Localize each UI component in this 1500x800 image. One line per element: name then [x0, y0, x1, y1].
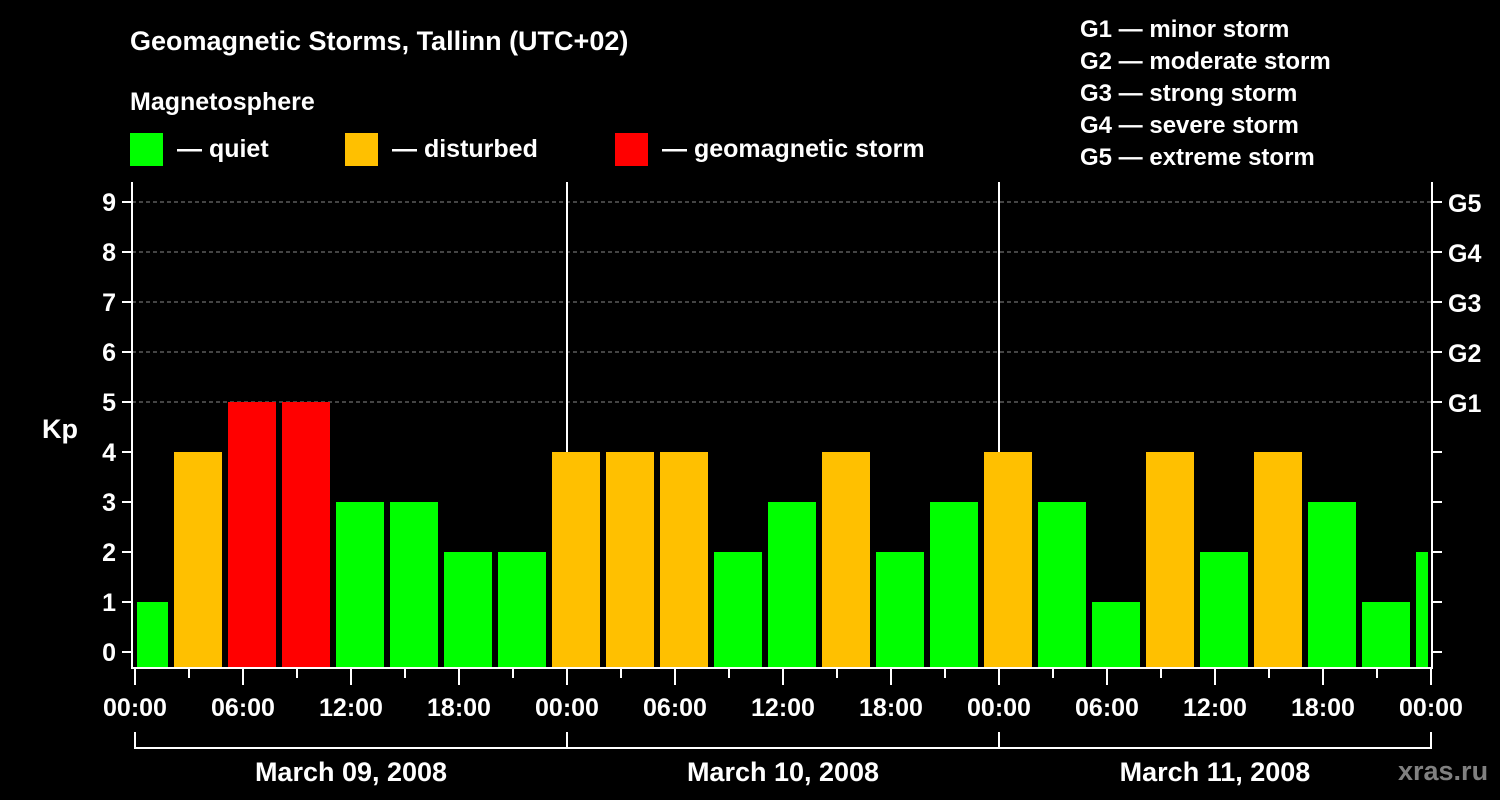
y-tick-label: 5 [102, 389, 116, 417]
x-tick-label: 18:00 [427, 694, 491, 722]
kp-bar [390, 502, 438, 668]
kp-bar [660, 452, 708, 668]
x-tick-label: 00:00 [535, 694, 599, 722]
x-tick-label: 00:00 [967, 694, 1031, 722]
kp-bar [174, 452, 222, 668]
legend: — quiet — disturbed — geomagnetic storm [130, 133, 925, 166]
kp-bar [1092, 602, 1140, 668]
g-scale-label: G1 [1448, 390, 1481, 418]
x-tick-label: 12:00 [751, 694, 815, 722]
g-scale-label: G2 [1448, 340, 1481, 368]
day-bracket [134, 732, 1432, 749]
watermark: xras.ru [1398, 756, 1488, 786]
kp-bar [1200, 552, 1248, 668]
day-label: March 10, 2008 [687, 757, 879, 787]
kp-bar [1146, 452, 1194, 668]
legend-swatch [615, 133, 648, 166]
kp-bar [137, 602, 168, 668]
kp-bar [1038, 502, 1086, 668]
y-tick-label: 1 [102, 589, 116, 617]
legend-swatch [130, 133, 163, 166]
kp-bar [1362, 602, 1410, 668]
g-scale-label: G3 [1448, 290, 1481, 318]
x-tick-label: 12:00 [1183, 694, 1247, 722]
kp-bar [714, 552, 762, 668]
y-axis-label: Kp [42, 414, 78, 444]
bars [137, 402, 1428, 668]
kp-bar [336, 502, 384, 668]
x-tick-label: 00:00 [1399, 694, 1463, 722]
y-tick-label: 7 [102, 289, 116, 317]
x-tick-label: 12:00 [319, 694, 383, 722]
y-tick-label: 4 [102, 439, 116, 467]
day-label: March 09, 2008 [255, 757, 447, 787]
kp-bar [1308, 502, 1356, 668]
legend-label: — geomagnetic storm [662, 135, 925, 163]
y-tick-label: 2 [102, 539, 116, 567]
x-tick-label: 18:00 [1291, 694, 1355, 722]
storm-scale-item: G4 — severe storm [1080, 112, 1299, 139]
kp-bar [822, 452, 870, 668]
g-scale-label: G4 [1448, 240, 1481, 268]
kp-bar [282, 402, 330, 668]
kp-bar [876, 552, 924, 668]
legend-label: — disturbed [392, 135, 538, 163]
x-tick-label: 06:00 [211, 694, 275, 722]
y-tick-label: 6 [102, 339, 116, 367]
kp-bar [930, 502, 978, 668]
kp-bar [984, 452, 1032, 668]
storm-scale-item: G3 — strong storm [1080, 80, 1297, 107]
storm-scale-item: G1 — minor storm [1080, 16, 1289, 43]
x-tick-label: 06:00 [643, 694, 707, 722]
storm-scale-legend: G1 — minor storm G2 — moderate storm G3 — … [1080, 16, 1331, 171]
x-tick-label: 00:00 [103, 694, 167, 722]
kp-bar [444, 552, 492, 668]
y-tick-label: 3 [102, 489, 116, 517]
y-tick-label: 9 [102, 189, 116, 217]
storm-scale-item: G2 — moderate storm [1080, 48, 1331, 75]
g-scale-label: G5 [1448, 190, 1481, 218]
y-tick-label: 8 [102, 239, 116, 267]
kp-bar [228, 402, 276, 668]
kp-bar [552, 452, 600, 668]
legend-title: Magnetosphere [130, 88, 315, 116]
legend-label: — quiet [177, 135, 269, 163]
x-tick-label: 18:00 [859, 694, 923, 722]
kp-bar [498, 552, 546, 668]
kp-bar [606, 452, 654, 668]
y-tick-label: 0 [102, 639, 116, 667]
kp-bar [1254, 452, 1302, 668]
kp-bar [768, 502, 816, 668]
storm-scale-item: G5 — extreme storm [1080, 144, 1315, 171]
day-label: March 11, 2008 [1120, 757, 1311, 787]
legend-swatch [345, 133, 378, 166]
kp-bar [1416, 552, 1428, 668]
axes: 0 1 2 3 4 5 6 7 8 9 G1 G2 G3 G4 G5 00:00 06:00 12:00 18:00… [102, 182, 1481, 787]
x-tick-label: 06:00 [1075, 694, 1139, 722]
chart-title: Geomagnetic Storms, Tallinn (UTC+02) [130, 26, 628, 56]
